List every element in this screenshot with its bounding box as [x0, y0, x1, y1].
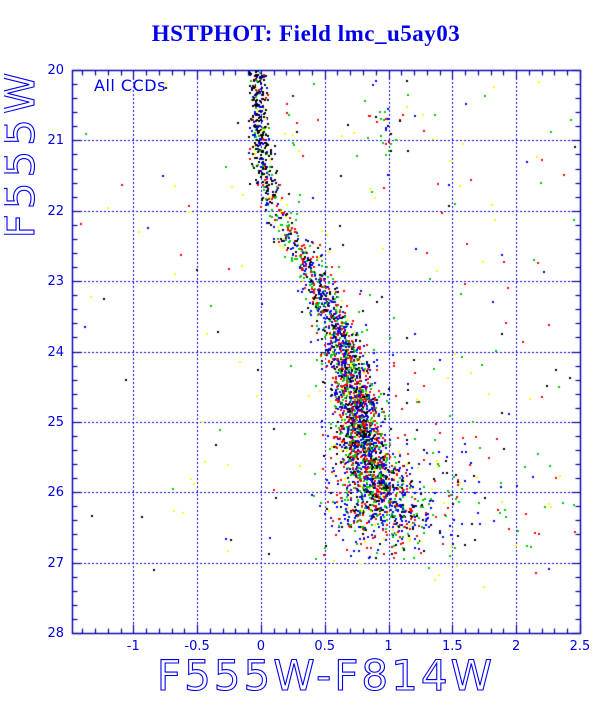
y-tick-label: 21 — [47, 133, 64, 149]
x-tick-label: 1.5 — [442, 639, 463, 654]
x-tick-label: 2.5 — [569, 639, 591, 654]
x-tick-label: 1 — [384, 639, 393, 654]
ccd-annotation: All CCDs — [94, 76, 166, 95]
y-tick-label: 22 — [47, 203, 64, 219]
y-tick-label: 26 — [47, 485, 64, 501]
x-axis-label: F555W-F814W — [157, 651, 495, 700]
x-axis-label-svg: F555W-F814W — [156, 650, 495, 700]
y-tick-label: 23 — [47, 274, 64, 290]
y-tick-label: 20 — [47, 63, 64, 78]
x-tick-label: 0 — [256, 639, 266, 654]
y-axis-label-svg: F555W — [4, 67, 45, 239]
y-tick-label: 25 — [47, 414, 64, 430]
y-tick-label: 28 — [47, 626, 64, 641]
y-tick-label: 24 — [47, 344, 64, 360]
x-tick-label: 2 — [512, 639, 521, 654]
x-tick-label: 0.5 — [314, 639, 336, 654]
x-tick-label: -1 — [126, 639, 140, 654]
y-axis-label: F555W — [4, 68, 44, 239]
y-tick-label: 27 — [47, 555, 64, 571]
x-tick-label: -0.5 — [184, 639, 210, 654]
